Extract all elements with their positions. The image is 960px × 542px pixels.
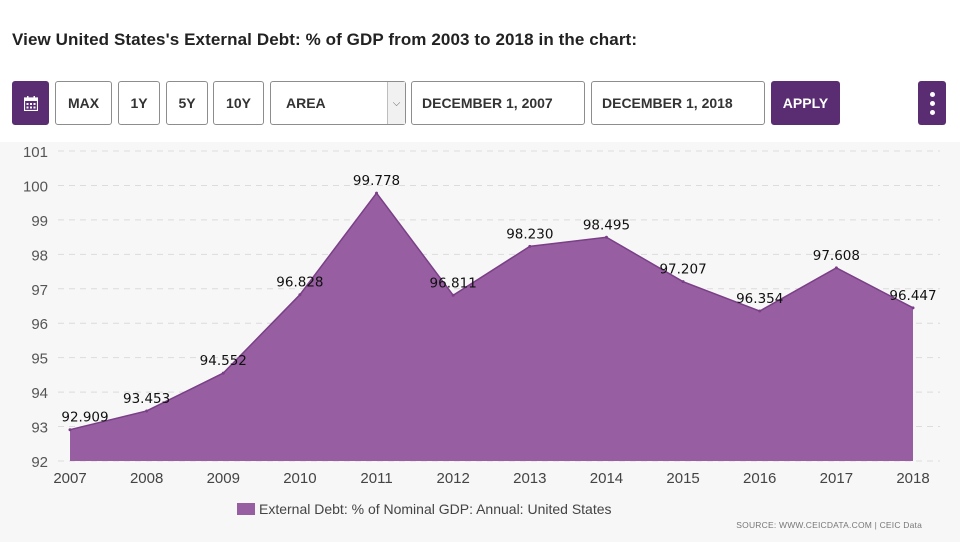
range-5y-button[interactable]: 5Y: [166, 81, 208, 125]
y-tick-label: 98: [31, 247, 48, 264]
legend-swatch: [237, 503, 255, 515]
data-label: 98.495: [583, 217, 630, 233]
range-10y-button[interactable]: 10Y: [213, 81, 264, 125]
x-tick-label: 2015: [666, 470, 699, 487]
data-point: [681, 280, 685, 284]
data-point: [451, 293, 455, 297]
range-1y-button[interactable]: 1Y: [118, 81, 160, 125]
area-series-fill: [70, 193, 913, 461]
data-point: [221, 371, 225, 375]
calendar-button[interactable]: [12, 81, 49, 125]
data-point: [528, 244, 532, 248]
data-label: 97.207: [659, 262, 706, 278]
data-label: 99.778: [353, 173, 400, 189]
legend-label[interactable]: External Debt: % of Nominal GDP: Annual:…: [259, 501, 612, 517]
x-tick-label: 2018: [896, 470, 929, 487]
apply-button[interactable]: APPLY: [771, 81, 840, 125]
area-series-line: [69, 191, 914, 431]
data-label: 97.608: [813, 248, 860, 264]
x-tick-label: 2011: [360, 470, 392, 487]
chevron-down-icon: ⌵: [387, 82, 405, 124]
data-point: [604, 235, 608, 239]
x-tick-label: 2007: [53, 470, 86, 487]
data-point: [758, 309, 762, 313]
x-tick-label: 2014: [590, 470, 623, 487]
chart-type-value: AREA: [286, 95, 326, 111]
data-label: 92.909: [61, 410, 108, 426]
data-label: 96.811: [430, 275, 477, 291]
y-tick-label: 93: [31, 420, 48, 437]
x-tick-label: 2012: [436, 470, 469, 487]
data-point: [298, 293, 302, 297]
y-tick-label: 97: [31, 282, 48, 299]
more-menu-button[interactable]: [918, 81, 946, 125]
y-tick-label: 100: [23, 178, 48, 195]
x-tick-label: 2013: [513, 470, 546, 487]
y-tick-label: 96: [31, 316, 48, 333]
data-point: [145, 409, 149, 413]
data-point: [911, 306, 915, 310]
x-tick-label: 2009: [207, 470, 240, 487]
x-tick-label: 2016: [743, 470, 776, 487]
x-tick-label: 2010: [283, 470, 316, 487]
data-label: 98.230: [506, 226, 553, 242]
x-tick-label: 2017: [820, 470, 853, 487]
more-vertical-icon: [929, 91, 935, 97]
data-point: [68, 428, 72, 432]
page-heading: View United States's External Debt: % of…: [12, 30, 638, 49]
x-tick-label: 2008: [130, 470, 163, 487]
calendar-icon: [23, 95, 38, 111]
y-tick-label: 99: [31, 213, 48, 230]
data-label: 94.552: [200, 353, 247, 369]
y-tick-label: 95: [31, 351, 48, 368]
y-tick-label: 92: [31, 454, 48, 471]
range-max-button[interactable]: MAX: [55, 81, 112, 125]
end-date-input[interactable]: DECEMBER 1, 2018: [591, 81, 765, 125]
data-label: 96.828: [276, 275, 323, 291]
source-credit: SOURCE: WWW.CEICDATA.COM | CEIC Data: [736, 520, 922, 530]
data-label: 96.354: [736, 291, 783, 307]
data-label: 93.453: [123, 391, 170, 407]
y-tick-label: 94: [31, 385, 48, 402]
data-point: [834, 266, 838, 270]
chart-type-select[interactable]: AREA ⌵: [270, 81, 406, 125]
data-label: 96.447: [889, 288, 936, 304]
start-date-input[interactable]: DECEMBER 1, 2007: [411, 81, 585, 125]
y-tick-label: 101: [23, 144, 48, 161]
data-point: [375, 191, 379, 195]
chart-toolbar: MAX 1Y 5Y 10Y AREA ⌵ DECEMBER 1, 2007 DE…: [0, 80, 960, 128]
